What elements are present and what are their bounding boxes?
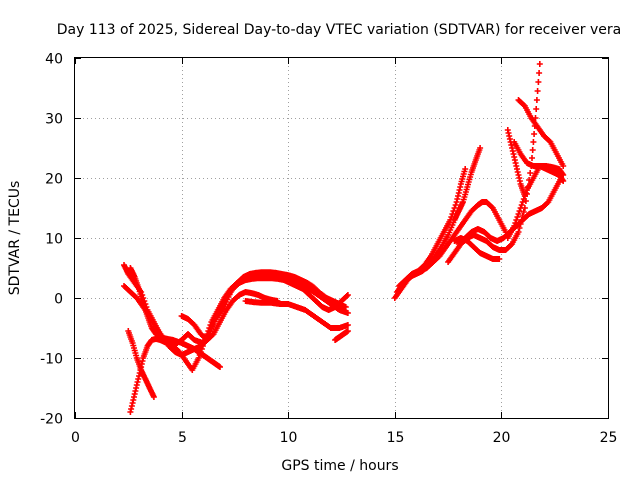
x-tick-label: 0 bbox=[71, 430, 80, 446]
series-arc-n bbox=[451, 235, 503, 262]
y-tick-label: 20 bbox=[45, 172, 63, 188]
y-tick-label: 10 bbox=[45, 232, 63, 248]
series-arc-p bbox=[511, 139, 567, 178]
series-arc-h bbox=[332, 328, 351, 343]
x-tick-label: 15 bbox=[387, 430, 405, 446]
series-arc-g bbox=[242, 298, 351, 331]
series-arc-d bbox=[125, 328, 157, 400]
x-axis-label: GPS time / hours bbox=[281, 458, 398, 474]
plot-frame bbox=[74, 57, 609, 419]
y-tick-label: -10 bbox=[40, 352, 63, 368]
x-tick-label: 5 bbox=[178, 430, 187, 446]
series-arc-r bbox=[504, 127, 528, 199]
series-arc-q bbox=[515, 97, 567, 169]
chart-title: Day 113 of 2025, Sidereal Day-to-day VTE… bbox=[57, 22, 621, 38]
axis-ticks: 0 5 10 15 20 25 -20 -10 0 10 20 30 40 bbox=[40, 52, 617, 447]
x-tick-label: 20 bbox=[493, 430, 511, 446]
y-tick-label: 30 bbox=[45, 112, 63, 128]
x-tick-label: 10 bbox=[280, 430, 298, 446]
x-tick-label: 25 bbox=[600, 430, 618, 446]
data-points bbox=[121, 61, 567, 415]
y-axis-label: SDTVAR / TECUs bbox=[7, 181, 23, 296]
y-tick-label: -20 bbox=[40, 412, 63, 428]
y-tick-label: 40 bbox=[45, 52, 63, 68]
series-arc-k bbox=[396, 166, 469, 289]
series-arc-m bbox=[455, 175, 565, 247]
series-arc-f bbox=[178, 289, 281, 343]
series-arc-e bbox=[127, 265, 223, 370]
y-tick-label: 0 bbox=[54, 292, 63, 308]
